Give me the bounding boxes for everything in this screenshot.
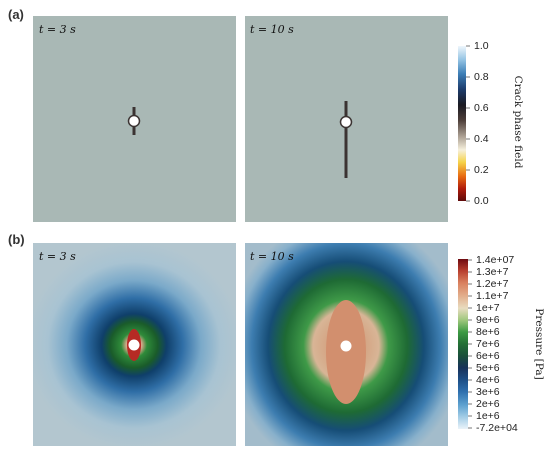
pressure-tick-label: 3e+6 xyxy=(476,386,500,398)
pressure-colorbar-ticks xyxy=(468,259,472,429)
pressure-tick-label: 2e+6 xyxy=(476,398,500,410)
time-label-a-left: t = 3 s xyxy=(39,23,76,36)
pressure-tick-label: 5e+6 xyxy=(476,362,500,374)
crack-tick-label: 1.0 xyxy=(474,40,489,52)
pressure-tick-label: 7e+6 xyxy=(476,338,500,350)
panel-b-label: (b) xyxy=(8,232,25,247)
crack-tick-label: 0.4 xyxy=(474,133,489,145)
crack-tick-label: 0.2 xyxy=(474,164,489,176)
pressure-tick-label: 6e+6 xyxy=(476,350,500,362)
wellbore-marker xyxy=(339,115,353,129)
time-label-a-right: t = 10 s xyxy=(250,23,294,36)
pressure-tick-label: 1.2e+7 xyxy=(476,278,509,290)
crack-field-t10: t = 10 s xyxy=(245,16,448,222)
pressure-field-t3: t = 3 s xyxy=(33,243,236,446)
pressure-tick-label: 1.3e+7 xyxy=(476,266,509,278)
pressure-tick-label: 8e+6 xyxy=(476,326,500,338)
crack-colorbar-title: Crack phase field xyxy=(512,76,524,169)
pressure-field-t10: t = 10 s xyxy=(245,243,448,446)
crack-colorbar: 1.0 0.8 0.6 0.4 0.2 0.0 Crack phase fiel… xyxy=(458,40,524,207)
pressure-tick-label: 1e+7 xyxy=(476,302,500,314)
wellbore-marker xyxy=(127,114,141,128)
pressure-tick-label: 9e+6 xyxy=(476,314,500,326)
pressure-colorbar: 1.4e+07 1.3e+7 1.2e+7 1.1e+7 1e+7 9e+6 8… xyxy=(458,254,545,434)
pressure-colorbar-title: Pressure [Pa] xyxy=(533,308,545,379)
pressure-tick-label: 1e+6 xyxy=(476,410,500,422)
panel-a-label: (a) xyxy=(8,7,24,22)
crack-tick-label: 0.6 xyxy=(474,102,489,114)
crack-colorbar-ticks xyxy=(466,45,470,202)
pressure-tick-label: 1.1e+7 xyxy=(476,290,509,302)
crack-tick-label: 0.8 xyxy=(474,71,489,83)
time-label-b-left: t = 3 s xyxy=(39,250,76,263)
pressure-tick-label: 1.4e+07 xyxy=(476,254,514,266)
crack-field-t3: t = 3 s xyxy=(33,16,236,222)
wellbore-marker xyxy=(340,340,352,352)
pressure-tick-label: -7.2e+04 xyxy=(476,422,518,434)
pressure-tick-label: 4e+6 xyxy=(476,374,500,386)
time-label-b-right: t = 10 s xyxy=(250,250,294,263)
crack-tick-label: 0.0 xyxy=(474,195,489,207)
wellbore-marker xyxy=(128,339,140,351)
